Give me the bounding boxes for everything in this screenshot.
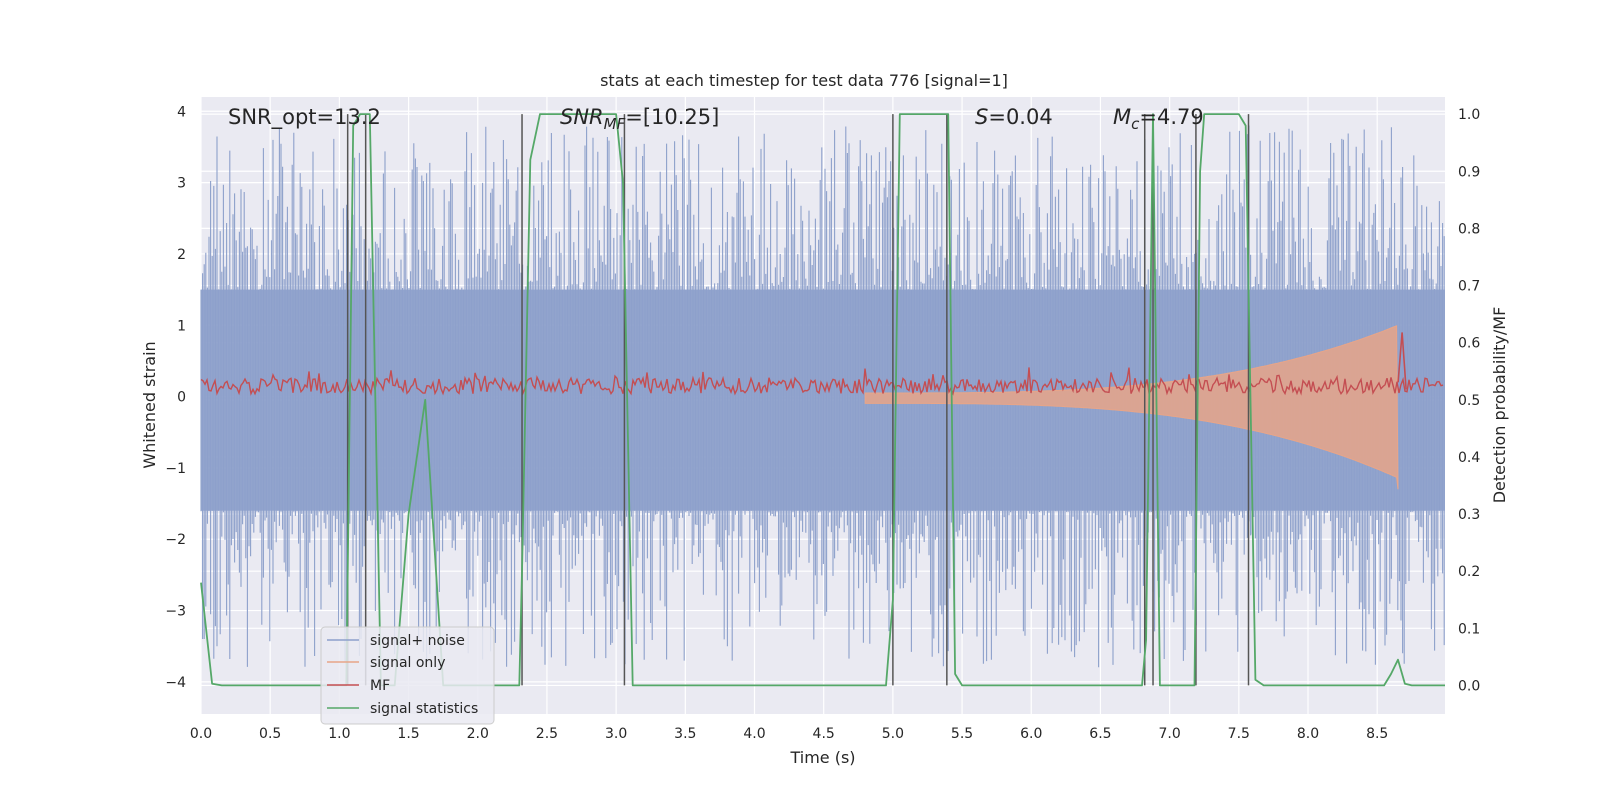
annotation-mc-value: =4.79 <box>1139 105 1203 129</box>
legend-label-mf: MF <box>370 678 390 694</box>
y-right-tick-labels: 1.0 0.9 0.8 0.7 0.6 0.5 0.4 0.3 0.2 0.1 0.0 <box>1458 107 1480 694</box>
x-tick-label-9: 4.5 <box>813 726 835 742</box>
x-tick-label-4: 2.0 <box>467 726 489 742</box>
x-tick-label-15: 7.5 <box>1228 726 1250 742</box>
mf-spike <box>1397 332 1407 390</box>
x-tick-label-14: 7.0 <box>1158 726 1180 742</box>
annotation-mc-subscript: c <box>1131 115 1140 133</box>
y-right-tick-label-2: 0.8 <box>1458 221 1480 237</box>
legend-label-signal-only: signal only <box>370 655 445 671</box>
y-right-tick-label-0: 1.0 <box>1458 107 1480 123</box>
x-tick-labels: 0.0 0.5 1.0 1.5 2.0 2.5 3.0 3.5 4.0 4.5 5.0 5.5 6.0 6… <box>190 726 1388 742</box>
legend: signal+ noise signal only MF signal stat… <box>320 626 495 725</box>
y-left-tick-label-1: 3 <box>177 176 186 192</box>
legend-label-signal-noise: signal+ noise <box>370 633 465 649</box>
x-tick-label-2: 1.0 <box>328 726 350 742</box>
x-tick-label-11: 5.5 <box>951 726 973 742</box>
x-tick-label-16: 8.0 <box>1297 726 1319 742</box>
x-tick-label-10: 5.0 <box>882 726 904 742</box>
x-tick-label-5: 2.5 <box>536 726 558 742</box>
y-right-tick-label-5: 0.5 <box>1458 393 1480 409</box>
y-left-tick-label-4: 0 <box>177 390 186 406</box>
y-left-tick-labels: 4 3 2 1 0 −1 −2 −3 −4 <box>165 104 186 691</box>
y-left-tick-label-6: −2 <box>165 532 186 548</box>
mf-series <box>200 332 1444 396</box>
x-tick-label-0: 0.0 <box>190 726 212 742</box>
y-right-tick-label-4: 0.6 <box>1458 336 1480 352</box>
y-left-tick-label-5: −1 <box>165 461 186 477</box>
annotation-snr-mf-value: =[10.25] <box>625 105 719 129</box>
x-tick-label-6: 3.0 <box>605 726 627 742</box>
y-right-tick-label-3: 0.7 <box>1458 279 1480 295</box>
x-tick-label-8: 4.0 <box>743 726 765 742</box>
y-left-tick-label-7: −3 <box>165 604 186 620</box>
annotation-snr-mf-subscript: MF <box>604 115 626 133</box>
signal-only-series <box>864 325 1399 490</box>
x-axis-label: Time (s) <box>789 748 855 767</box>
annotation-snr-mf: SNRMF=[10.25] <box>560 105 719 133</box>
annotation-s-symbol: S <box>975 105 988 129</box>
signal-only-envelope <box>864 325 1399 490</box>
y-right-tick-label-10: 0.0 <box>1458 678 1480 694</box>
annotation-mc-symbol: M <box>1113 105 1131 129</box>
x-tick-label-7: 3.5 <box>674 726 696 742</box>
legend-label-signal-statistics: signal statistics <box>370 701 478 717</box>
y-right-tick-label-1: 0.9 <box>1458 164 1480 180</box>
y-right-tick-label-7: 0.3 <box>1458 507 1480 523</box>
y-left-tick-label-0: 4 <box>177 104 186 120</box>
y-axis-left-label: Whitened strain <box>140 341 159 468</box>
x-tick-label-3: 1.5 <box>397 726 419 742</box>
legend-box <box>320 626 495 725</box>
annotation-mc: Mc=4.79 <box>1113 105 1204 133</box>
chart-title: stats at each timestep for test data 776… <box>600 71 1008 90</box>
y-right-tick-label-8: 0.2 <box>1458 564 1480 580</box>
y-left-tick-label-3: 1 <box>177 318 186 334</box>
x-tick-label-1: 0.5 <box>259 726 281 742</box>
x-tick-label-13: 6.5 <box>1089 726 1111 742</box>
annotation-s-value: =0.04 <box>988 105 1052 129</box>
y-axis-right-label: Detection probability/MF <box>1490 307 1509 504</box>
x-tick-label-12: 6.0 <box>1020 726 1042 742</box>
y-right-tick-label-9: 0.1 <box>1458 621 1480 637</box>
x-tick-label-17: 8.5 <box>1366 726 1388 742</box>
annotation-snr-mf-symbol: SNR <box>560 105 604 129</box>
y-left-tick-label-2: 2 <box>177 247 186 263</box>
y-right-tick-label-6: 0.4 <box>1458 450 1480 466</box>
annotation-s: S=0.04 <box>975 105 1053 129</box>
annotation-snr-opt: SNR_opt=13.2 <box>228 105 381 130</box>
mf-line <box>200 367 1444 396</box>
y-left-tick-label-8: −4 <box>165 675 186 691</box>
